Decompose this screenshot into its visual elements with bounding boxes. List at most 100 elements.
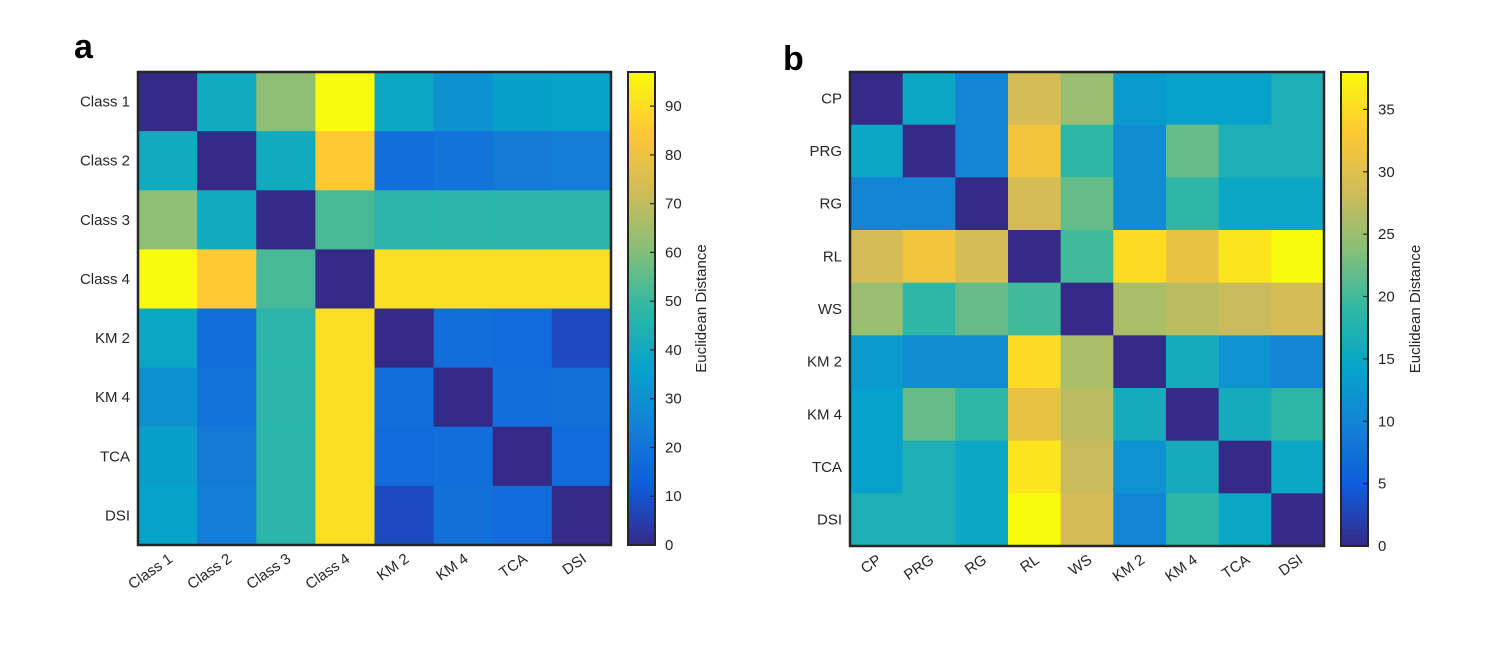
- panel-b-colorbar-gradient-slice: [1341, 281, 1368, 286]
- panel-b-colorbar-gradient-slice: [1341, 158, 1368, 164]
- panel-a-cell-r5-c7: [551, 367, 612, 428]
- panel-b-cell-r6-c0: [850, 388, 904, 442]
- panel-b-y-tick-label: KM 2: [807, 354, 842, 371]
- panel-a-cell-r0-c3: [315, 72, 376, 132]
- panel-a-colorbar-gradient-slice: [628, 434, 655, 440]
- panel-a-y-tick-label: Class 1: [80, 94, 130, 111]
- panel-a-colorbar-gradient-slice: [628, 367, 655, 373]
- panel-b-cell-r7-c7: [1218, 440, 1272, 494]
- panel-a-colorbar-gradient-slice: [628, 127, 655, 132]
- panel-b-colorbar-gradient-slice: [1341, 514, 1368, 519]
- panel-b-colorbar-gradient-slice: [1341, 305, 1368, 310]
- panel-a-cell-r2-c4: [374, 190, 435, 250]
- panel-b-colorbar-gradient-slice: [1341, 431, 1368, 436]
- panel-b-colorbar-gradient-slice: [1341, 139, 1368, 144]
- panel-b-cell-r2-c0: [850, 177, 904, 231]
- panel-a-colorbar-gradient-slice: [628, 395, 655, 400]
- panel-a-cell-r3-c2: [256, 249, 316, 310]
- panel-b-colorbar-tick-label: 15: [1378, 351, 1395, 368]
- panel-b-x-tick-label: KM 4: [1162, 551, 1200, 585]
- panel-a-colorbar-gradient-slice: [628, 399, 655, 404]
- panel-b-cell-r8-c4: [1060, 493, 1114, 547]
- panel-b-colorbar-gradient-slice: [1341, 388, 1368, 393]
- panel-a-cell-r7-c0: [138, 485, 198, 546]
- panel-a-colorbar-gradient-slice: [628, 202, 655, 207]
- panel-b-colorbar-tick-label: 5: [1378, 476, 1386, 493]
- panel-a-cell-r1-c4: [374, 131, 435, 191]
- panel-a-cell-r7-c7: [551, 485, 612, 546]
- panel-a-colorbar-gradient-slice: [628, 430, 655, 436]
- panel-b-colorbar-gradient-slice: [1341, 486, 1368, 492]
- panel-a-colorbar-gradient-slice: [628, 174, 655, 180]
- panel-b-cell-r5-c4: [1060, 335, 1114, 389]
- panel-a-colorbar-gradient-slice: [628, 525, 655, 530]
- panel-b-colorbar-gradient-slice: [1341, 72, 1368, 77]
- panel-a-colorbar-gradient-slice: [628, 296, 655, 302]
- panel-a-colorbar-gradient-slice: [628, 245, 655, 250]
- panel-b-colorbar-gradient-slice: [1341, 190, 1368, 196]
- panel-b-colorbar-gradient-slice: [1341, 542, 1368, 547]
- panel-a-colorbar-gradient-slice: [628, 458, 655, 463]
- panel-a-cell-r7-c1: [197, 485, 257, 546]
- panel-a-colorbar-gradient-slice: [628, 328, 655, 333]
- panel-a-colorbar-gradient-slice: [628, 477, 655, 483]
- panel-a-colorbar-gradient-slice: [628, 466, 655, 471]
- panel-a-colorbar-gradient-slice: [628, 347, 655, 353]
- panel-b-colorbar-gradient-slice: [1341, 226, 1368, 231]
- panel-a-colorbar-gradient-slice: [628, 521, 655, 526]
- panel-b-cell-r5-c1: [902, 335, 956, 389]
- panel-a-colorbar-gradient-slice: [628, 387, 655, 392]
- panel-a-cell-r4-c2: [256, 308, 316, 369]
- panel-a-cell-r5-c3: [315, 367, 376, 428]
- panel-a-colorbar-gradient-slice: [628, 336, 655, 341]
- panel-a-colorbar-gradient-slice: [628, 288, 655, 294]
- panel-b-cell-r6-c8: [1271, 388, 1325, 442]
- panel-a-colorbar-gradient-slice: [628, 438, 655, 444]
- panel-a-cell-r2-c6: [492, 190, 553, 250]
- panel-b-colorbar-gradient-slice: [1341, 368, 1368, 373]
- panel-b-cell-r1-c6: [1166, 124, 1220, 178]
- panel-b-colorbar-gradient-slice: [1341, 455, 1368, 460]
- panel-a-colorbar-tick-label: 90: [665, 98, 682, 115]
- panel-a-colorbar-gradient-slice: [628, 186, 655, 191]
- panel-a-colorbar-gradient-slice: [628, 123, 655, 128]
- panel-a-cell-r0-c5: [433, 72, 494, 132]
- panel-b-x-tick-label: PRG: [901, 551, 937, 584]
- panel-a-colorbar-gradient-slice: [628, 209, 655, 215]
- panel-a-cell-r0-c7: [551, 72, 612, 132]
- panel-a-cell-r1-c1: [197, 131, 257, 191]
- panel-b-cell-r2-c8: [1271, 177, 1325, 231]
- panel-b-colorbar-gradient-slice: [1341, 364, 1368, 369]
- panel-b-cell-r3-c2: [955, 230, 1009, 284]
- panel-a-y-tick-labels: Class 1 Class 2 Class 3 Class 4 KM 2 KM 4 TCA D…: [80, 94, 130, 525]
- panel-b-cell-r0-c7: [1218, 72, 1272, 126]
- panel-b-cell-r6-c3: [1008, 388, 1062, 442]
- panel-a-colorbar-gradient-slice: [628, 198, 655, 203]
- panel-a-colorbar-gradient-slice: [628, 257, 655, 262]
- panel-a-colorbar-gradient-slice: [628, 312, 655, 317]
- panel-a-cell-r2-c0: [138, 190, 198, 250]
- panel-b-cell-r3-c8: [1271, 230, 1325, 284]
- panel-b-cell-r7-c4: [1060, 440, 1114, 494]
- panel-b-cell-r8-c8: [1271, 493, 1325, 547]
- panel-b-x-tick-labels: CP PRG RG RL WS KM 2 KM 4 TCA DSI: [858, 551, 1306, 585]
- panel-a-cell-r2-c2: [256, 190, 316, 250]
- panel-a-colorbar-gradient-slice: [628, 75, 655, 81]
- panel-b-cell-r2-c5: [1113, 177, 1167, 231]
- panel-b-colorbar-gradient-slice: [1341, 463, 1368, 468]
- panel-a-colorbar-gradient-slice: [628, 292, 655, 298]
- panel-a-colorbar-gradient-slice: [628, 414, 655, 420]
- panel-b-colorbar-gradient-slice: [1341, 344, 1368, 350]
- panel-b-cell-r0-c8: [1271, 72, 1325, 126]
- panel-a-colorbar-gradient-slice: [628, 111, 655, 116]
- panel-a-colorbar-gradient-slice: [628, 146, 655, 152]
- panel-a-cell-r1-c3: [315, 131, 376, 191]
- panel-a-cell-r5-c6: [492, 367, 553, 428]
- panel-b-colorbar-gradient-slice: [1341, 332, 1368, 338]
- panel-b-y-tick-label: RL: [823, 248, 842, 265]
- panel-a-y-tick-label: TCA: [100, 448, 130, 465]
- panel-a-colorbar-gradient-slice: [628, 158, 655, 164]
- panel-a-cell-r0-c2: [256, 72, 316, 132]
- panel-b-cell-r4-c7: [1218, 282, 1272, 336]
